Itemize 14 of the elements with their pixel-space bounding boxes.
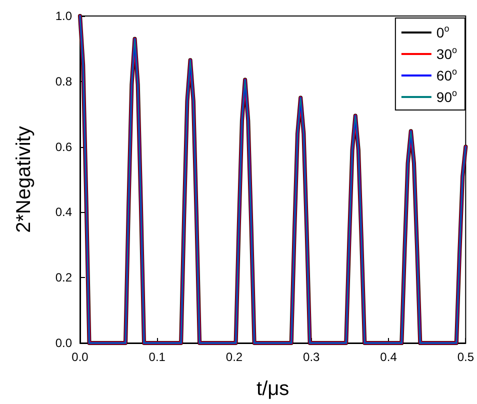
x-tick-label: 0.1 xyxy=(148,350,166,364)
y-tick-label: 0.8 xyxy=(55,74,72,88)
y-tick-label: 0.4 xyxy=(55,205,72,220)
x-tick-label: 0.0 xyxy=(72,350,89,364)
x-tick-label: 0.5 xyxy=(457,350,474,364)
x-tick-label: 0.4 xyxy=(380,350,398,364)
x-axis-title: t/μs xyxy=(256,378,290,400)
y-tick-label: 0.6 xyxy=(55,140,72,154)
x-tick-label: 0.2 xyxy=(226,350,243,364)
y-tick-label: 1.0 xyxy=(55,9,72,23)
y-tick-label: 0.2 xyxy=(55,270,72,285)
y-axis-title: 2*Negativity xyxy=(13,126,35,233)
x-tick-label: 0.3 xyxy=(303,350,320,364)
y-tick-label: 0.0 xyxy=(55,336,72,350)
